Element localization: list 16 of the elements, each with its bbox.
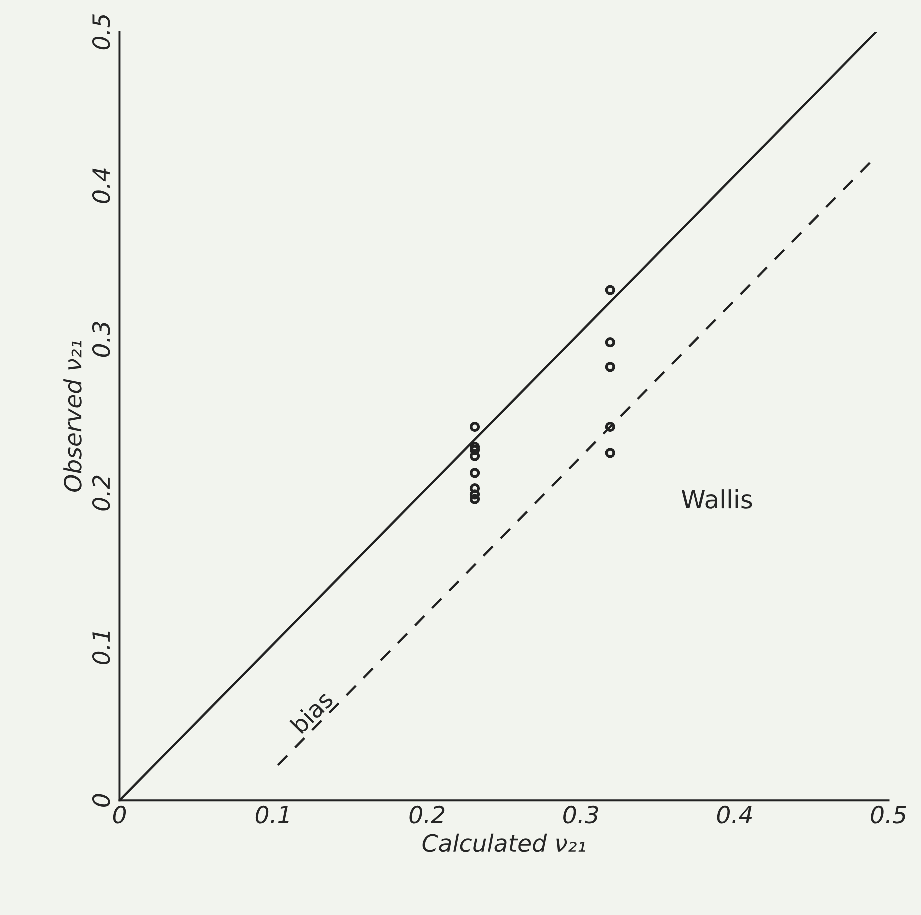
annotation: bias	[290, 690, 334, 734]
y-tick-label: 0	[92, 794, 110, 807]
y-tick-label: 0.2	[92, 476, 110, 511]
x-tick-label: 0	[113, 806, 126, 824]
x-tick-label: 0.4	[717, 806, 752, 824]
y-axis-title: Observed ν₂₁	[64, 340, 82, 492]
y-tick-label: 0.5	[92, 14, 110, 50]
x-tick-label: 0.2	[410, 806, 445, 824]
annotation: Wallis	[682, 490, 752, 509]
x-tick-label: 0.5	[871, 806, 906, 824]
x-axis-title: Calculated ν₂₁	[422, 834, 586, 852]
y-tick-label: 0.1	[92, 632, 110, 665]
y-tick-label: 0.4	[92, 168, 110, 204]
x-tick-label: 0.3	[564, 806, 598, 824]
x-tick-label: 0.1	[256, 806, 289, 824]
y-tick-label: 0.3	[92, 322, 110, 358]
